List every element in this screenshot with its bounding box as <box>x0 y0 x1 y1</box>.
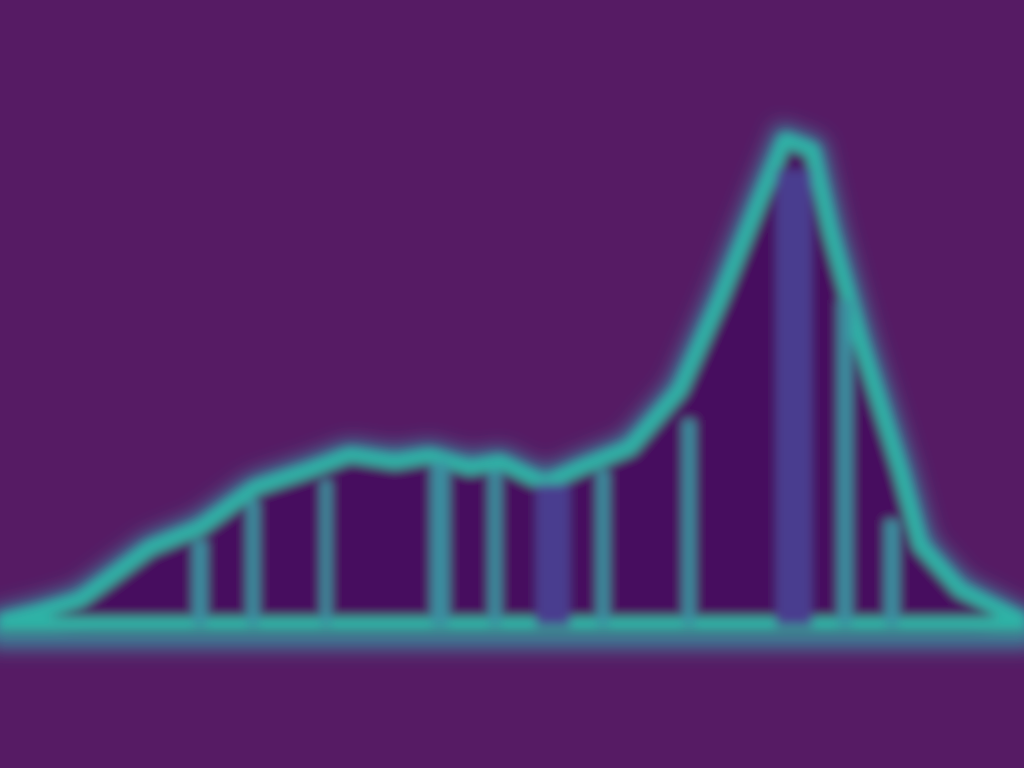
column-divider <box>489 470 501 626</box>
column-divider <box>885 520 899 626</box>
silhouette <box>0 133 1024 634</box>
column-divider <box>683 420 695 626</box>
column-divider <box>193 540 207 626</box>
column-divider <box>536 484 570 626</box>
column-divider <box>838 300 852 626</box>
column-divider <box>597 470 609 626</box>
column-divider <box>247 500 259 626</box>
column-dividers <box>193 170 899 626</box>
column-divider <box>776 170 812 626</box>
column-divider <box>431 462 449 626</box>
column-divider <box>321 480 331 626</box>
